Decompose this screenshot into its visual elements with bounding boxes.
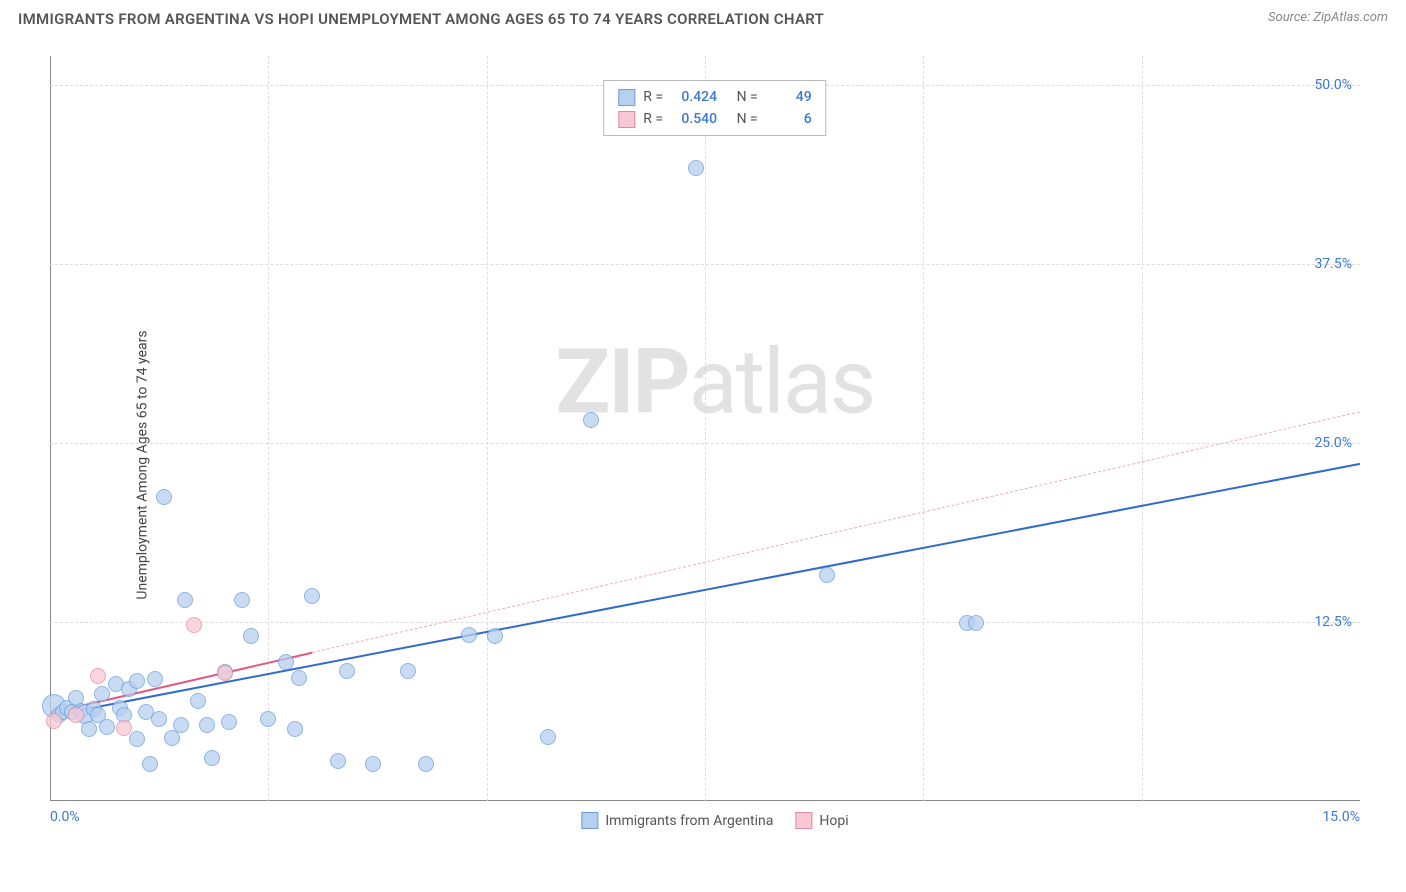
gridline-v <box>705 56 706 801</box>
data-point <box>287 721 303 737</box>
y-axis-line <box>50 56 51 801</box>
legend-row-argentina: R = 0.424 N = 49 <box>618 86 811 108</box>
y-tick-label: 50.0% <box>1314 77 1352 93</box>
data-point <box>129 731 145 747</box>
data-point <box>819 567 835 583</box>
data-point <box>147 671 163 687</box>
data-point <box>243 628 259 644</box>
data-point <box>129 673 145 689</box>
legend-correlation: R = 0.424 N = 49 R = 0.540 N = 6 <box>603 80 826 136</box>
chart-area: Unemployment Among Ages 65 to 74 years Z… <box>0 38 1406 892</box>
x-tick-label: 0.0% <box>50 809 80 825</box>
data-point <box>330 753 346 769</box>
gridline-v <box>1142 56 1143 801</box>
legend-item-argentina: Immigrants from Argentina <box>581 812 773 829</box>
data-point <box>968 615 984 631</box>
data-point <box>487 628 503 644</box>
swatch-hopi <box>618 111 635 128</box>
gridline-v <box>923 56 924 801</box>
gridline-v <box>268 56 269 801</box>
data-point <box>540 729 556 745</box>
data-point <box>365 756 381 772</box>
data-point <box>221 714 237 730</box>
legend-row-hopi: R = 0.540 N = 6 <box>618 108 811 130</box>
trend-line <box>312 411 1360 653</box>
data-point <box>304 588 320 604</box>
swatch-hopi-icon <box>795 812 812 829</box>
data-point <box>204 750 220 766</box>
data-point <box>418 756 434 772</box>
y-tick-label: 25.0% <box>1314 435 1352 451</box>
data-point <box>173 717 189 733</box>
x-tick-label: 15.0% <box>1322 809 1360 825</box>
data-point <box>90 668 106 684</box>
data-point <box>81 721 97 737</box>
data-point <box>339 663 355 679</box>
data-point <box>156 489 172 505</box>
source-label: Source: ZipAtlas.com <box>1268 10 1388 25</box>
watermark: ZIPatlas <box>556 329 875 434</box>
data-point <box>461 627 477 643</box>
data-point <box>278 654 294 670</box>
title-bar: IMMIGRANTS FROM ARGENTINA VS HOPI UNEMPL… <box>0 0 1406 34</box>
plot-region: ZIPatlas R = 0.424 N = 49 R = 0.540 N = … <box>50 56 1380 831</box>
data-point <box>234 592 250 608</box>
data-point <box>583 412 599 428</box>
data-point <box>99 719 115 735</box>
y-tick-label: 12.5% <box>1314 614 1352 630</box>
data-point <box>190 693 206 709</box>
data-point <box>400 663 416 679</box>
data-point <box>260 711 276 727</box>
data-point <box>68 707 84 723</box>
data-point <box>116 720 132 736</box>
data-point <box>688 160 704 176</box>
data-point <box>217 665 233 681</box>
data-point <box>177 592 193 608</box>
data-point <box>151 711 167 727</box>
data-point <box>291 670 307 686</box>
swatch-argentina-icon <box>581 812 598 829</box>
legend-series: Immigrants from Argentina Hopi <box>581 812 848 829</box>
y-tick-label: 37.5% <box>1314 256 1352 272</box>
legend-item-hopi: Hopi <box>795 812 848 829</box>
data-point <box>199 717 215 733</box>
data-point <box>186 617 202 633</box>
gridline-v <box>487 56 488 801</box>
swatch-argentina <box>618 89 635 106</box>
data-point <box>46 713 62 729</box>
data-point <box>142 756 158 772</box>
chart-title: IMMIGRANTS FROM ARGENTINA VS HOPI UNEMPL… <box>18 10 824 28</box>
